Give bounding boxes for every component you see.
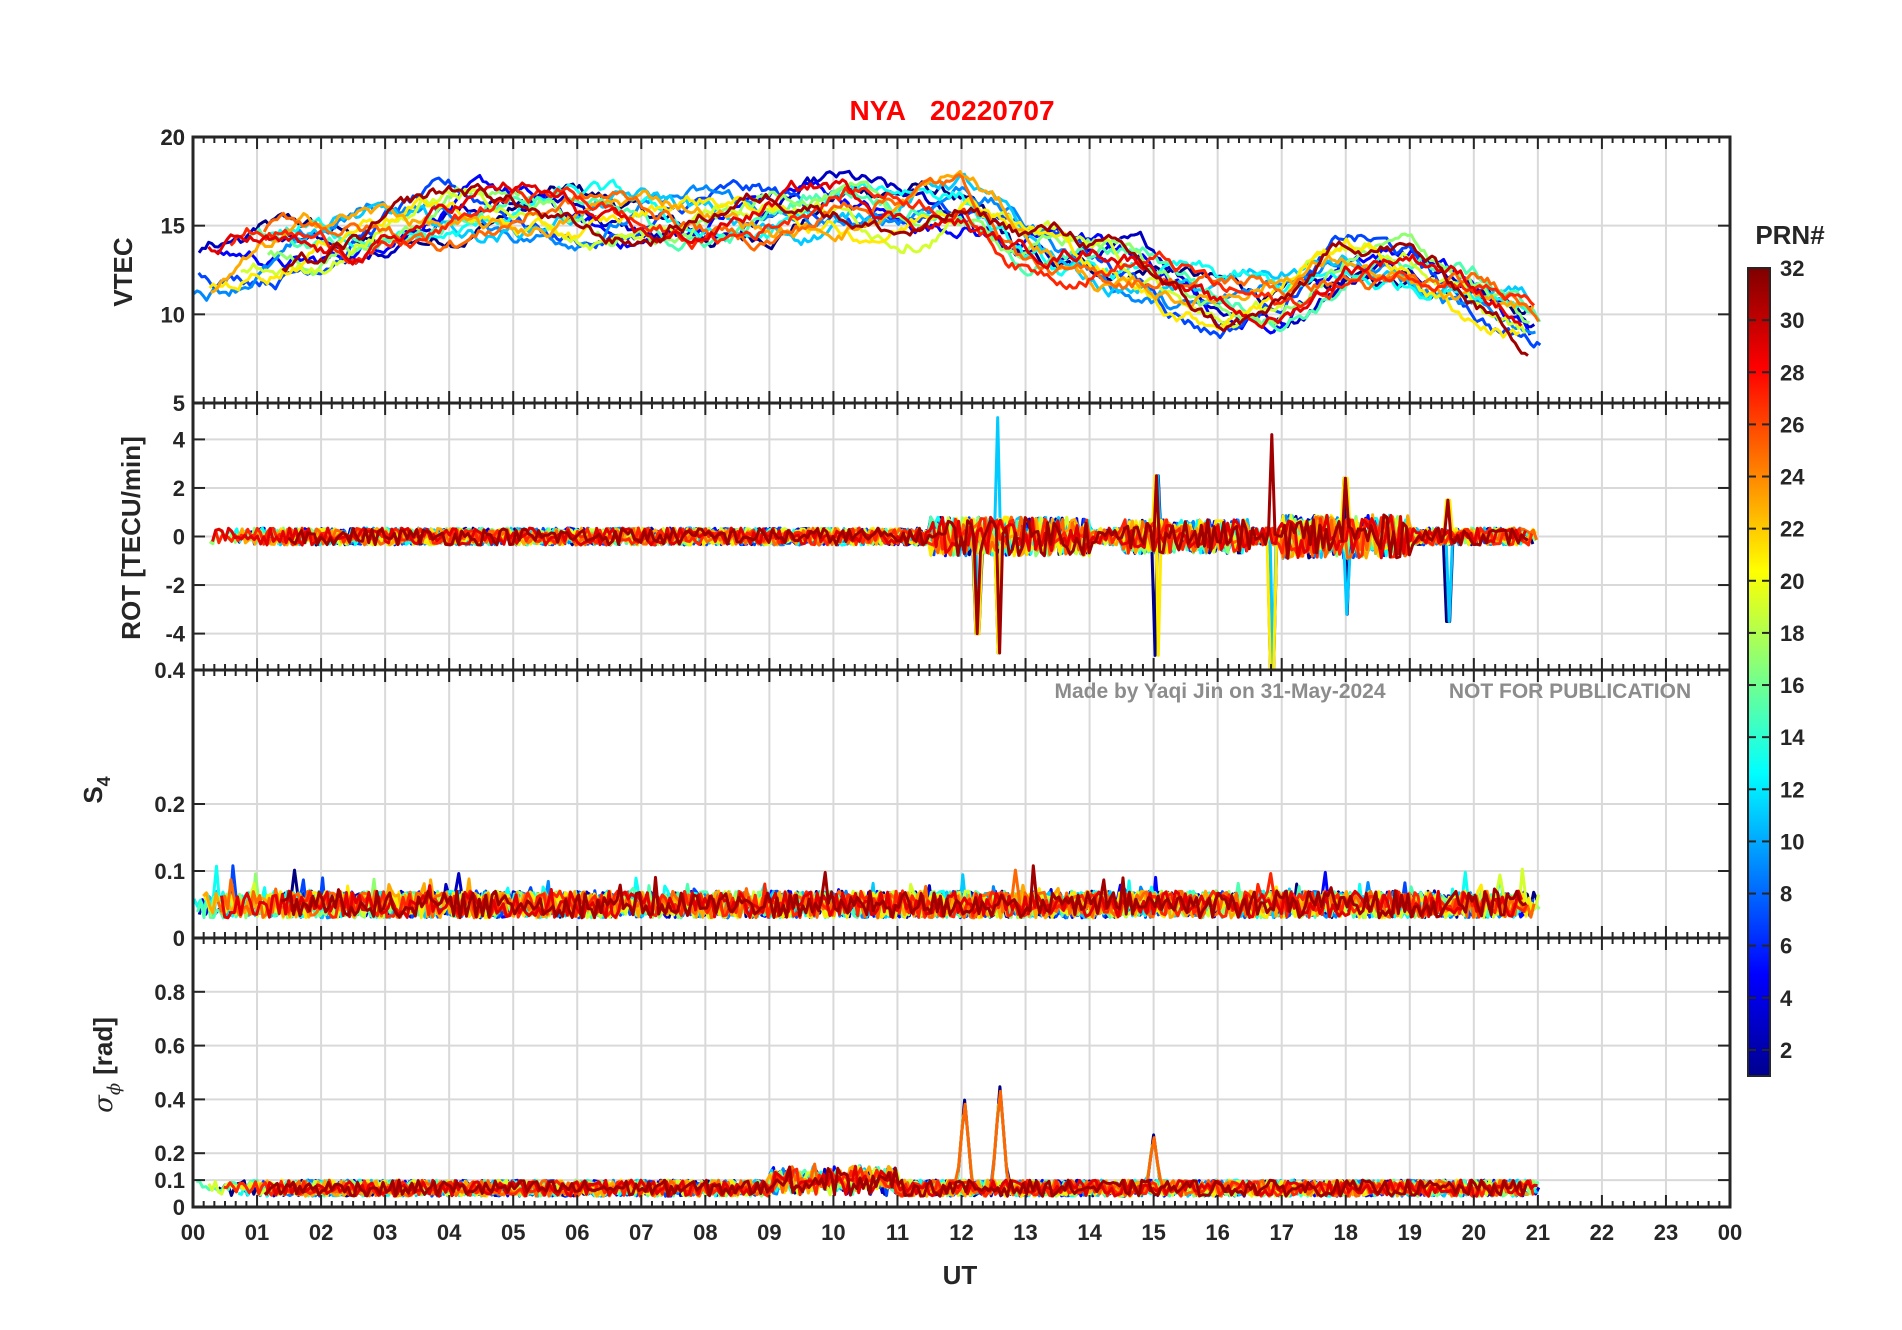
- series-line-prn-31: [281, 182, 1529, 357]
- xtick-label: 00: [1718, 1220, 1742, 1245]
- ytick-label: 15: [161, 214, 185, 239]
- series-line-prn-31: [287, 433, 1529, 655]
- series-line-prn-31: [280, 864, 1528, 920]
- xtick-label: 09: [757, 1220, 781, 1245]
- xtick-label: 01: [245, 1220, 269, 1245]
- ylabel-vtec: VTEC: [108, 237, 138, 307]
- xtick-label: 18: [1334, 1220, 1358, 1245]
- colorbar-tick-label: 10: [1780, 829, 1804, 854]
- watermark-author: Made by Yaqi Jin on 31-May-2024: [1054, 680, 1385, 703]
- ytick-label: 0.1: [154, 1168, 185, 1193]
- colorbar-tick-label: 24: [1780, 465, 1805, 490]
- series-group: [208, 416, 1539, 670]
- xtick-label: 12: [949, 1220, 973, 1245]
- ytick-label-top: 20: [161, 125, 185, 150]
- colorbar-tick-label: 8: [1780, 882, 1792, 907]
- ylabel-s4-sub: 4: [94, 776, 114, 786]
- xtick-label: 00: [181, 1220, 205, 1245]
- ylabel-s4-main: S: [78, 786, 108, 803]
- panel-rot: -4 -2 0 2 4 5: [165, 391, 1732, 672]
- xtick-label: 23: [1654, 1220, 1678, 1245]
- ytick-label: 0: [173, 926, 185, 951]
- ytick-label: 2: [173, 476, 185, 501]
- xtick-label: 13: [1013, 1220, 1037, 1245]
- xtick-label: 10: [821, 1220, 845, 1245]
- series-line-prn-29: [207, 178, 1523, 329]
- xtick-label: 16: [1205, 1220, 1229, 1245]
- colorbar-label: PRN#: [1755, 220, 1825, 250]
- xtick-label: 05: [501, 1220, 525, 1245]
- colorbar-tick-label: 22: [1780, 517, 1804, 542]
- ytick-label: 0.4: [154, 1087, 185, 1112]
- xtick-label: 06: [565, 1220, 589, 1245]
- title-date: 20220707: [930, 95, 1055, 126]
- ytick-label: 0.2: [154, 1141, 185, 1166]
- ytick-label: 0: [173, 1195, 185, 1220]
- colorbar-gradient: [1747, 267, 1771, 1077]
- series-group: [193, 864, 1541, 920]
- colorbar-tick-label: 14: [1780, 725, 1805, 750]
- ytick-label: 20: [161, 125, 185, 150]
- series-line-prn-29: [220, 884, 1524, 920]
- colorbar-tick-label: 26: [1780, 412, 1804, 437]
- series-group: [193, 169, 1542, 357]
- xtick-label: 17: [1269, 1220, 1293, 1245]
- colorbar-tick-label: 12: [1780, 777, 1804, 802]
- ylabel-sigma-sub: ϕ: [104, 1083, 125, 1095]
- colorbar-tick-label: 32: [1780, 256, 1804, 281]
- xtick-label: 07: [629, 1220, 653, 1245]
- ytick-label: 0.6: [154, 1034, 185, 1059]
- ytick-label-top: 0.4: [154, 658, 185, 683]
- ylabel-rot: ROT [TECU/min]: [116, 436, 146, 640]
- ylabel-sigma-phi: σϕ [rad]: [88, 1017, 125, 1113]
- colorbar-tick-label: 28: [1780, 360, 1804, 385]
- ytick-label: -2: [165, 573, 185, 598]
- series-group: [196, 1085, 1541, 1198]
- ylabel-sigma-symbol: σ: [89, 1094, 119, 1113]
- panel-sigma-phi: 00.10.2 0.4 0.6 0.8: [154, 936, 1732, 1220]
- series-line-prn-31: [263, 1165, 1528, 1198]
- ytick-label: -4: [165, 622, 185, 647]
- ytick-label-top: 5: [173, 391, 185, 416]
- ytick-label: 10: [161, 302, 185, 327]
- title-station: NYA: [849, 95, 906, 126]
- xtick-label: 22: [1590, 1220, 1614, 1245]
- colorbar-tick-label: 6: [1780, 934, 1792, 959]
- watermark-notice: NOT FOR PUBLICATION: [1449, 680, 1691, 703]
- xtick-label: 15: [1141, 1220, 1165, 1245]
- ylabel-sigma-unit: [rad]: [88, 1017, 118, 1075]
- panel-s4: 0 0.1 0.2 0.4: [154, 658, 1732, 951]
- xtick-label: 03: [373, 1220, 397, 1245]
- xtick-label: 21: [1526, 1220, 1550, 1245]
- colorbar-tick-label: 4: [1780, 986, 1793, 1011]
- xlabel: UT: [943, 1260, 978, 1290]
- colorbar-tick-label: 20: [1780, 569, 1804, 594]
- xtick-label: 19: [1398, 1220, 1422, 1245]
- xtick-label: 11: [886, 1220, 909, 1245]
- xtick-label: 04: [437, 1220, 462, 1245]
- ytick-label: 0.8: [154, 980, 185, 1005]
- ytick-label: 0.2: [154, 792, 185, 817]
- colorbar-tick-label: 2: [1780, 1038, 1792, 1063]
- xtick-label: 20: [1462, 1220, 1486, 1245]
- ytick-label: 0.1: [154, 859, 185, 884]
- series-line-prn-13: [264, 178, 1527, 311]
- chart-title: NYA 20220707: [849, 95, 1054, 126]
- ytick-label: 4: [173, 427, 186, 452]
- xtick-label: 02: [309, 1220, 333, 1245]
- colorbar-tick-label: 16: [1780, 673, 1804, 698]
- colorbar-tick-label: 18: [1780, 621, 1804, 646]
- series-line-prn-21: [208, 194, 1521, 339]
- colorbar-tick-label: 30: [1780, 308, 1804, 333]
- xtick-label: 14: [1077, 1220, 1102, 1245]
- ytick-label: 0: [173, 525, 185, 550]
- xtick-label: 08: [693, 1220, 717, 1245]
- ylabel-s4: S4: [78, 776, 114, 803]
